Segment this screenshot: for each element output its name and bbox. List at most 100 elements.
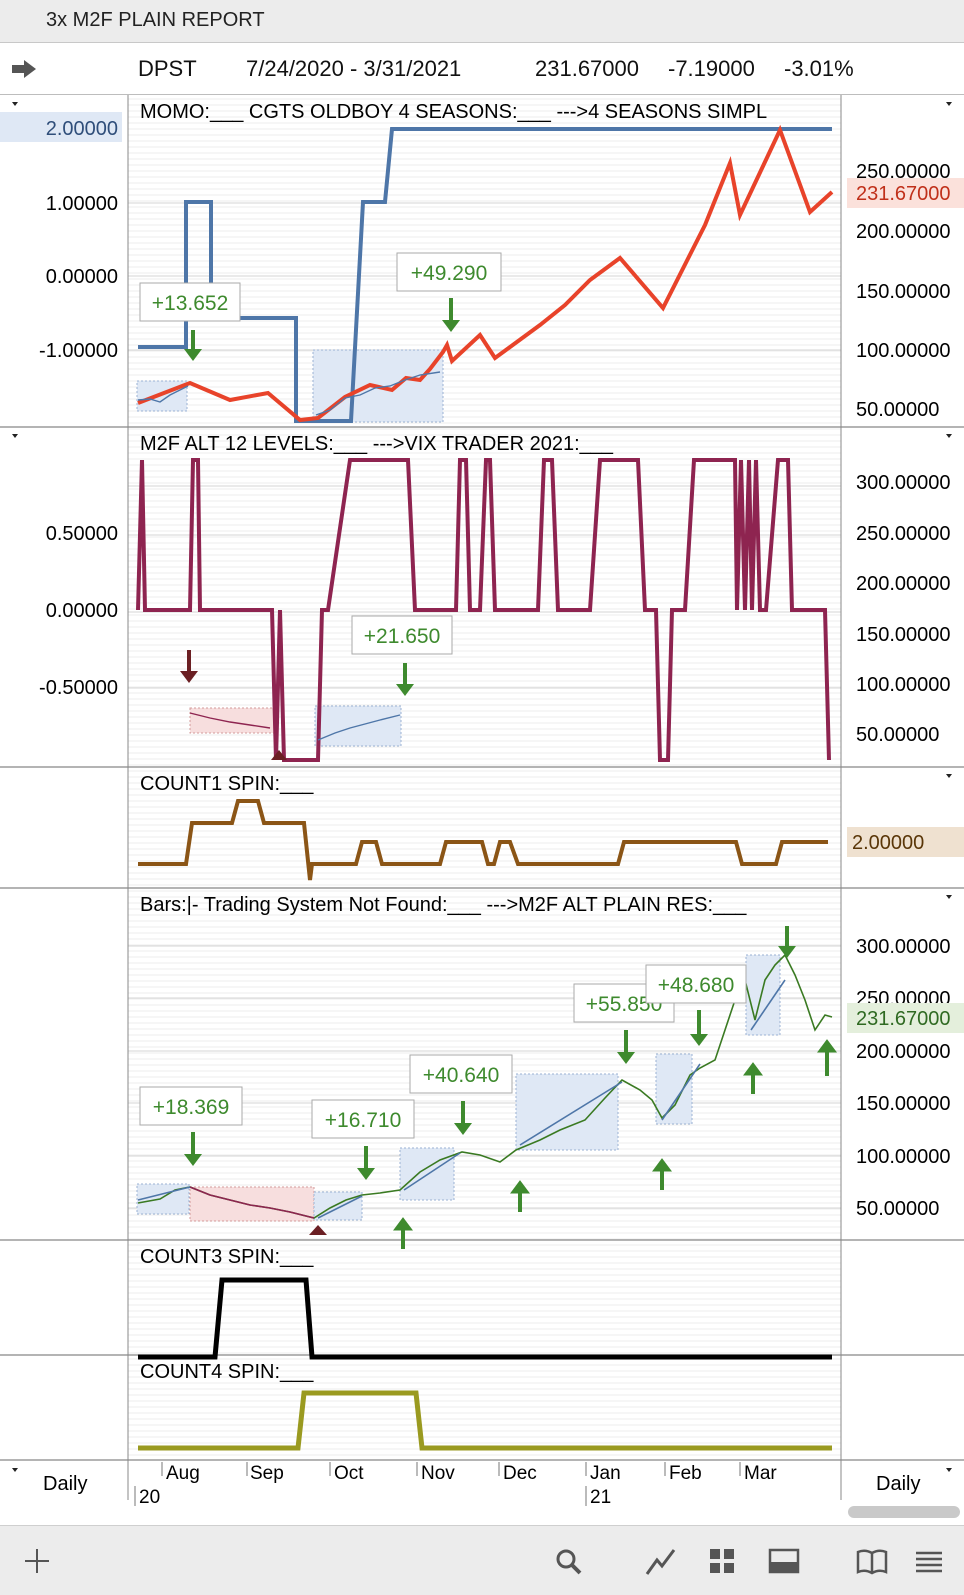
p1-bars-b bbox=[315, 371, 441, 416]
callout-1-text: +13.652 bbox=[152, 292, 229, 315]
callout-7-text: +55.850 bbox=[586, 993, 663, 1016]
p2-right-tick: 200.00000 bbox=[856, 573, 951, 595]
p4-right-badge: 231.67000 bbox=[856, 1008, 951, 1030]
pane-4: Bars:|- Trading System Not Found:___ ---… bbox=[136, 894, 964, 1249]
date-range: 7/24/2020 - 3/31/2021 bbox=[246, 56, 462, 81]
p3-right-badge: 2.00000 bbox=[852, 832, 924, 854]
year-label: 20 bbox=[139, 1487, 160, 1508]
menu-icon[interactable] bbox=[912, 1546, 946, 1576]
pane-3-label: COUNT1 SPIN:___ bbox=[140, 773, 314, 795]
period-left[interactable]: Daily bbox=[43, 1473, 87, 1495]
search-icon[interactable] bbox=[552, 1546, 586, 1576]
percent-change: -3.01% bbox=[784, 56, 854, 81]
price-change: -7.19000 bbox=[668, 56, 755, 81]
month-label: Sep bbox=[250, 1463, 284, 1484]
month-label: Mar bbox=[744, 1463, 777, 1484]
p2-right-tick: 100.00000 bbox=[856, 674, 951, 696]
p2-right-tick: 300.00000 bbox=[856, 472, 951, 494]
callout-2: +49.290 bbox=[396, 252, 502, 332]
p1-left-tick: -1.00000 bbox=[39, 340, 118, 362]
pane-2-label: M2F ALT 12 LEVELS:___ --->VIX TRADER 202… bbox=[140, 433, 614, 455]
chart-line-icon[interactable] bbox=[644, 1546, 678, 1576]
series-count3 bbox=[138, 1277, 832, 1360]
grid-icon[interactable] bbox=[705, 1546, 739, 1576]
symbol: DPST bbox=[138, 56, 197, 81]
callout-6: +40.640 bbox=[409, 1054, 513, 1135]
x-axis: Aug Sep Oct Nov Dec Jan Feb Mar 20 21 Da… bbox=[43, 1462, 920, 1508]
series-count4 bbox=[138, 1390, 832, 1451]
arrow-right-icon[interactable] bbox=[10, 58, 38, 80]
pane-3: COUNT1 SPIN:___ 2.00000 bbox=[138, 773, 964, 881]
bottom-toolbar bbox=[0, 1525, 964, 1595]
p1-left-tick: 1.00000 bbox=[46, 193, 118, 215]
pane-6-label: COUNT4 SPIN:___ bbox=[140, 1361, 314, 1383]
p1-right-badge: 231.67000 bbox=[856, 183, 951, 205]
p2-left-tick: 0.50000 bbox=[46, 523, 118, 545]
callout-2-text: +49.290 bbox=[411, 262, 488, 285]
callout-5-text: +16.710 bbox=[325, 1109, 402, 1132]
p2-bars-b bbox=[317, 714, 401, 741]
p1-right-tick: 150.00000 bbox=[856, 281, 951, 303]
layout-icon[interactable] bbox=[767, 1546, 801, 1576]
year-label: 21 bbox=[590, 1487, 611, 1508]
pane-2: M2F ALT 12 LEVELS:___ --->VIX TRADER 202… bbox=[39, 433, 951, 762]
pane-5: COUNT3 SPIN:___ bbox=[138, 1246, 832, 1360]
callout-1: +13.652 bbox=[139, 282, 241, 361]
series-vix-trader bbox=[136, 458, 831, 762]
callout-4-text: +18.369 bbox=[153, 1096, 230, 1119]
month-label: Feb bbox=[669, 1463, 702, 1484]
callout-8-text: +48.680 bbox=[658, 974, 735, 997]
month-label: Aug bbox=[166, 1463, 200, 1484]
pane-4-label: Bars:|- Trading System Not Found:___ ---… bbox=[140, 894, 747, 916]
p4-right-tick: 200.00000 bbox=[856, 1041, 951, 1063]
p1-left-tick: 0.00000 bbox=[46, 266, 118, 288]
callout-7: +55.850 bbox=[573, 983, 675, 1064]
p1-bars-a bbox=[137, 385, 189, 403]
callout-4: +18.369 bbox=[139, 1086, 243, 1166]
pane-1-label: MOMO:___ CGTS OLDBOY 4 SEASONS:___ --->4… bbox=[140, 101, 767, 123]
window-title: 3x M2F PLAIN REPORT bbox=[46, 9, 265, 31]
chart-area[interactable]: MOMO:___ CGTS OLDBOY 4 SEASONS:___ --->4… bbox=[0, 95, 964, 1520]
p2-right-tick: 250.00000 bbox=[856, 523, 951, 545]
series-bars-red bbox=[189, 1186, 315, 1219]
p1-right-tick: 50.00000 bbox=[856, 399, 939, 421]
callout-5: +16.710 bbox=[311, 1099, 415, 1180]
series-price bbox=[137, 124, 834, 423]
arrow-down-top bbox=[778, 926, 796, 958]
p4-right-tick: 50.00000 bbox=[856, 1198, 939, 1220]
month-label: Dec bbox=[503, 1463, 537, 1484]
last-price: 231.67000 bbox=[535, 56, 639, 81]
p4-right-tick: 300.00000 bbox=[856, 936, 951, 958]
arrow-up-maroon bbox=[271, 750, 287, 760]
plus-icon[interactable] bbox=[20, 1546, 54, 1576]
callout-3: +21.650 bbox=[351, 615, 453, 696]
callout-8: +48.680 bbox=[645, 964, 747, 1046]
month-label: Nov bbox=[421, 1463, 455, 1484]
pane-6: COUNT4 SPIN:___ bbox=[138, 1361, 832, 1451]
period-right[interactable]: Daily bbox=[876, 1473, 920, 1495]
buy-arrows bbox=[393, 1039, 837, 1249]
p4-right-tick: 100.00000 bbox=[856, 1146, 951, 1168]
p1-right-tick: 200.00000 bbox=[856, 221, 951, 243]
p1-left-badge: 2.00000 bbox=[46, 118, 118, 140]
horizontal-scrollbar[interactable] bbox=[848, 1506, 960, 1518]
window-titlebar: 3x M2F PLAIN REPORT bbox=[0, 0, 964, 43]
month-label: Jan bbox=[590, 1463, 621, 1484]
callout-3-text: +21.650 bbox=[364, 625, 441, 648]
p2-left-tick: -0.50000 bbox=[39, 677, 118, 699]
p4-right-tick: 150.00000 bbox=[856, 1093, 951, 1115]
callout-6-text: +40.640 bbox=[423, 1064, 500, 1087]
p2-right-tick: 150.00000 bbox=[856, 624, 951, 646]
month-label: Oct bbox=[334, 1463, 364, 1484]
quote-bar: DPST 7/24/2020 - 3/31/2021 231.67000 -7.… bbox=[0, 43, 964, 95]
p2-bars-a bbox=[189, 712, 271, 729]
p1-right-tick: 250.00000 bbox=[856, 161, 951, 183]
p2-right-tick: 50.00000 bbox=[856, 724, 939, 746]
series-four-seasons bbox=[138, 127, 832, 423]
series-count1 bbox=[138, 799, 828, 881]
p2-left-tick: 0.00000 bbox=[46, 600, 118, 622]
p1-right-tick: 100.00000 bbox=[856, 340, 951, 362]
pane-5-label: COUNT3 SPIN:___ bbox=[140, 1246, 314, 1268]
book-icon[interactable] bbox=[855, 1546, 889, 1576]
arrow-down-maroon bbox=[180, 650, 198, 683]
